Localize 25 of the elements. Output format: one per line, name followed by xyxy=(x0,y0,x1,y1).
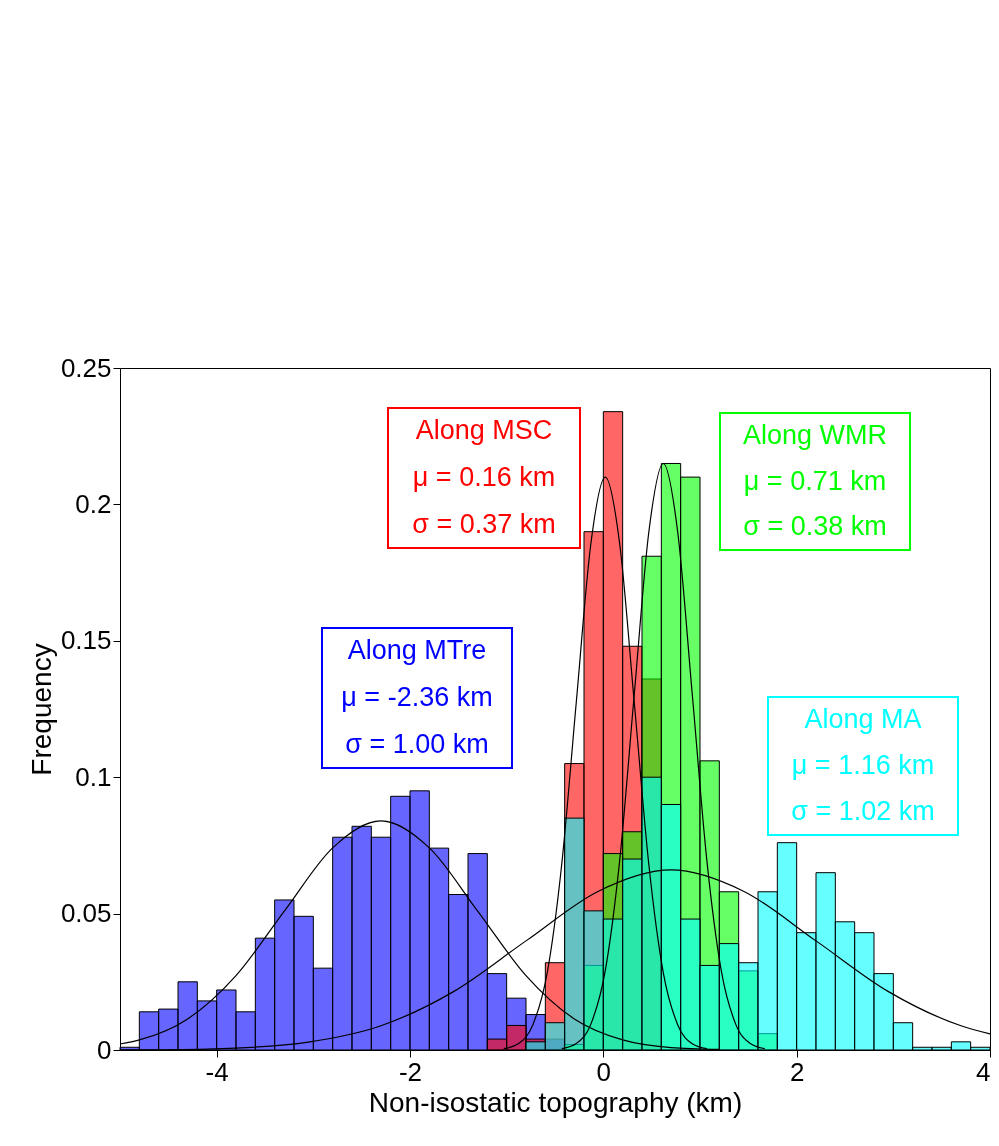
series-label: Along MSC xyxy=(415,415,553,446)
annotation: σ = 1.00 km xyxy=(345,728,489,759)
y-tick-label: 0.25 xyxy=(60,352,112,383)
y-tick-label: 0.05 xyxy=(60,898,112,929)
x-axis-title: Non-isostatic topography (km) xyxy=(368,1086,743,1118)
text: Along MA xyxy=(804,704,922,734)
annotation: σ = 0.37 km xyxy=(412,508,556,539)
x-tick-label: -4 xyxy=(205,1056,229,1087)
annotation: μ = 0.71 km xyxy=(743,465,887,496)
annotation: σ = 0.38 km xyxy=(743,511,887,542)
text: Along MTre xyxy=(347,635,487,666)
x-tick-label: -2 xyxy=(398,1056,423,1087)
series-label: Along WMR xyxy=(742,419,888,450)
x-tick-label: 4 xyxy=(976,1056,991,1087)
annotation: μ = 0.16 km xyxy=(412,462,556,492)
x-tick-label: 0 xyxy=(596,1056,612,1087)
annotation: μ = 1.16 km xyxy=(791,750,935,780)
annotation: σ = 1.02 km xyxy=(791,796,935,826)
y-tick-label: 0.15 xyxy=(60,625,112,656)
x-tick-label: 2 xyxy=(789,1056,805,1087)
y-axis-title: Frequency xyxy=(25,643,57,776)
y-tick-label: 0.2 xyxy=(75,488,112,519)
y-tick-label: 0.1 xyxy=(75,761,112,792)
annotation: μ = -2.36 km xyxy=(341,682,493,712)
y-tick-label: 0 xyxy=(97,1034,112,1065)
